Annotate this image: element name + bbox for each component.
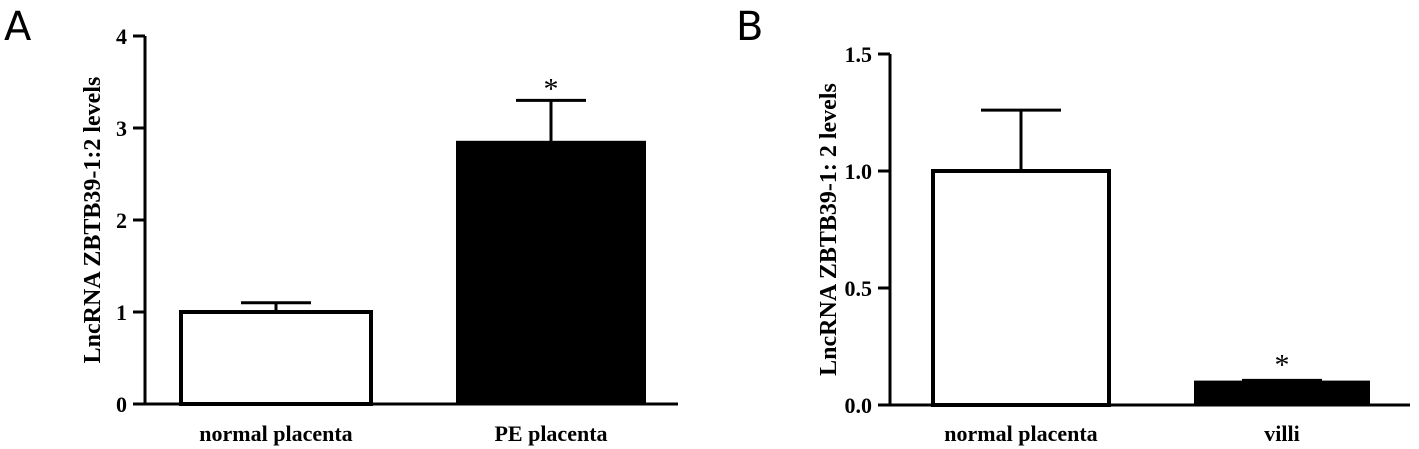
- bar: [931, 169, 1111, 407]
- y-tick-label: 0: [116, 392, 127, 417]
- y-tick-label: 3: [116, 116, 127, 141]
- panel-a: A 0 1 2 3 4 LncRNA ZBTB39-1:2 levels normal pla…: [4, 4, 678, 446]
- y-axis-label: LncRNA ZBTB39-1: 2 levels: [816, 83, 842, 376]
- y-tick-label: 1.5: [845, 42, 873, 67]
- y-tick-label: 0.5: [845, 276, 873, 301]
- significance-marker: *: [544, 72, 559, 105]
- y-tick-label: 2: [116, 208, 127, 233]
- x-category-label: normal placenta: [199, 421, 352, 446]
- x-category-label: normal placenta: [944, 421, 1097, 446]
- bar: [1194, 380, 1370, 407]
- bar: [456, 140, 646, 406]
- panel-letter: B: [736, 4, 763, 50]
- y-tick-label: 1: [116, 300, 127, 325]
- y-tick-label: 1.0: [845, 159, 873, 184]
- x-category-label: villi: [1264, 421, 1299, 446]
- y-tick-label: 4: [116, 24, 127, 49]
- bar: [179, 310, 373, 406]
- significance-marker: *: [1275, 348, 1290, 381]
- panel-letter: A: [4, 4, 32, 50]
- y-tick-label: 0.0: [845, 393, 873, 418]
- y-axis-label: LncRNA ZBTB39-1:2 levels: [80, 77, 106, 364]
- x-category-label: PE placenta: [494, 421, 607, 446]
